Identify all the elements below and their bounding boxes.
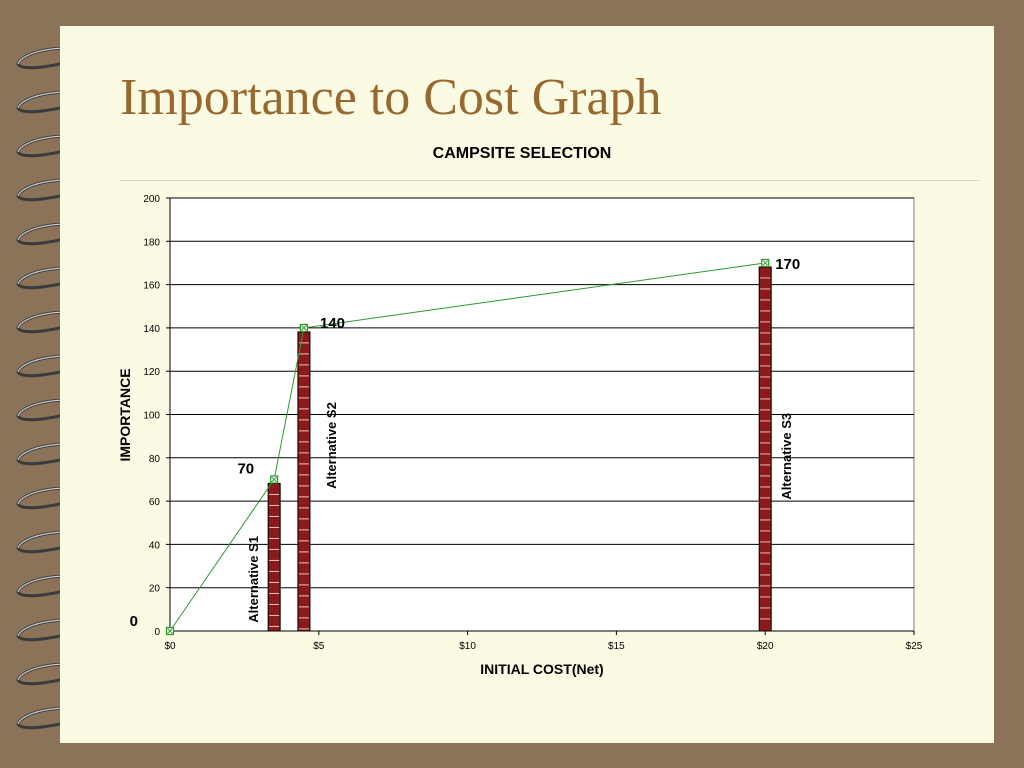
data-label: 140 [320, 315, 345, 332]
x-tick-label: $15 [608, 641, 625, 652]
data-label: 170 [775, 256, 800, 273]
gridlines [170, 197, 914, 589]
x-tick-label: $25 [906, 641, 923, 652]
bar-name-label: Alternative S3 [779, 413, 794, 500]
x-axis-ticks: $0 $5 $10 $15 $20 $25 [164, 630, 923, 652]
line-path [169, 262, 766, 632]
data-label: 70 [237, 460, 254, 477]
x-axis-title: INITIAL COST(Net) [480, 661, 603, 677]
chart-title: CAMPSITE SELECTION [433, 145, 612, 162]
y-axis-ticks: 0 20 40 60 80 100 120 140 160 180 200 [143, 194, 171, 638]
bar-name-label: Alternative S1 [246, 536, 261, 623]
line-marker-cross [271, 476, 278, 483]
slide-title: Importance to Cost Graph [120, 69, 662, 126]
bar-2 [297, 331, 311, 632]
y-tick-label: 160 [143, 281, 160, 292]
y-tick-label: 80 [149, 454, 161, 465]
y-axis-title: IMPORTANCE [117, 368, 133, 461]
line-marker-cross [167, 628, 173, 634]
y-tick-label: 100 [143, 411, 160, 422]
line-marker-cross [762, 260, 769, 266]
y-tick-label: 120 [143, 367, 160, 378]
title-divider [120, 180, 980, 181]
y-tick-label: 180 [143, 237, 160, 248]
y-tick-label: 40 [149, 540, 161, 551]
y-tick-label: 60 [149, 497, 161, 508]
data-labels: 0 70 140 170 [130, 256, 801, 630]
x-tick-label: $10 [459, 641, 476, 652]
y-tick-label: 20 [149, 584, 161, 595]
y-tick-label: 0 [154, 627, 160, 638]
x-tick-label: $0 [164, 641, 176, 652]
x-tick-label: $20 [757, 641, 774, 652]
line-series [165, 258, 770, 636]
data-label: 0 [130, 613, 138, 630]
bar-series: Alternative S1 Alternative S2 Alternative … [246, 266, 794, 632]
x-tick-label: $5 [313, 641, 325, 652]
line-marker-cross [301, 325, 307, 331]
y-tick-label: 200 [143, 194, 160, 205]
bar-name-label: Alternative S2 [324, 402, 339, 489]
y-tick-label: 140 [143, 324, 160, 335]
